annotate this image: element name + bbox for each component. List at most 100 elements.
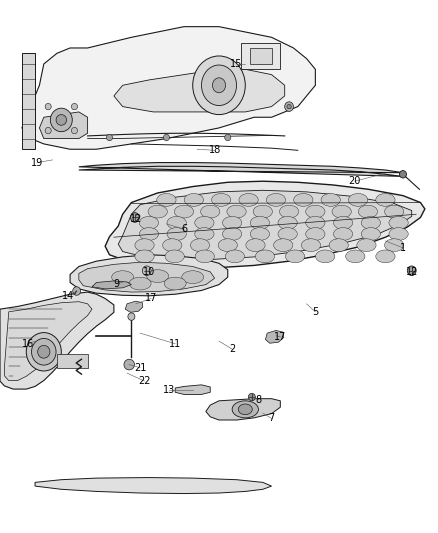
Ellipse shape bbox=[385, 239, 404, 252]
Ellipse shape bbox=[361, 216, 381, 229]
Ellipse shape bbox=[212, 193, 231, 206]
Ellipse shape bbox=[399, 171, 406, 178]
Ellipse shape bbox=[385, 205, 404, 218]
Text: 18: 18 bbox=[208, 146, 221, 155]
Ellipse shape bbox=[306, 205, 325, 218]
Ellipse shape bbox=[376, 250, 395, 263]
Ellipse shape bbox=[164, 277, 186, 290]
Ellipse shape bbox=[147, 270, 169, 282]
Ellipse shape bbox=[50, 108, 72, 132]
Ellipse shape bbox=[223, 228, 242, 240]
Ellipse shape bbox=[165, 250, 184, 263]
Polygon shape bbox=[22, 53, 35, 149]
Text: 20: 20 bbox=[349, 176, 361, 186]
Polygon shape bbox=[4, 302, 92, 381]
Ellipse shape bbox=[38, 345, 50, 358]
Polygon shape bbox=[250, 48, 272, 64]
Polygon shape bbox=[118, 190, 412, 260]
Ellipse shape bbox=[195, 250, 215, 263]
Ellipse shape bbox=[45, 127, 51, 134]
Ellipse shape bbox=[332, 205, 351, 218]
Text: 17: 17 bbox=[274, 332, 286, 342]
Ellipse shape bbox=[357, 239, 376, 252]
Ellipse shape bbox=[182, 271, 204, 284]
Ellipse shape bbox=[218, 239, 237, 252]
Polygon shape bbox=[39, 112, 88, 139]
Text: 5: 5 bbox=[312, 307, 318, 317]
Polygon shape bbox=[70, 255, 228, 296]
Ellipse shape bbox=[225, 250, 244, 263]
Ellipse shape bbox=[293, 193, 313, 206]
Ellipse shape bbox=[184, 193, 203, 206]
Ellipse shape bbox=[286, 250, 305, 263]
Ellipse shape bbox=[162, 239, 182, 252]
Ellipse shape bbox=[106, 134, 113, 141]
Ellipse shape bbox=[333, 228, 353, 240]
Ellipse shape bbox=[315, 250, 335, 263]
Text: 11: 11 bbox=[169, 339, 181, 349]
Text: 7: 7 bbox=[268, 414, 275, 423]
Ellipse shape bbox=[191, 239, 210, 252]
Ellipse shape bbox=[346, 250, 365, 263]
Ellipse shape bbox=[201, 65, 237, 106]
Text: 9: 9 bbox=[113, 279, 119, 288]
Ellipse shape bbox=[71, 127, 78, 134]
Ellipse shape bbox=[174, 205, 194, 218]
Ellipse shape bbox=[274, 239, 293, 252]
Polygon shape bbox=[241, 43, 280, 69]
Polygon shape bbox=[79, 262, 215, 292]
Ellipse shape bbox=[112, 271, 134, 284]
Polygon shape bbox=[105, 181, 425, 268]
Ellipse shape bbox=[306, 228, 325, 240]
Ellipse shape bbox=[321, 193, 340, 206]
Polygon shape bbox=[35, 478, 272, 494]
Ellipse shape bbox=[250, 228, 269, 240]
Ellipse shape bbox=[201, 205, 220, 218]
Ellipse shape bbox=[361, 228, 381, 240]
Polygon shape bbox=[57, 354, 88, 368]
Polygon shape bbox=[175, 385, 210, 394]
Ellipse shape bbox=[73, 287, 81, 295]
Polygon shape bbox=[22, 27, 315, 149]
Ellipse shape bbox=[195, 216, 214, 229]
Ellipse shape bbox=[157, 193, 176, 206]
Polygon shape bbox=[92, 281, 131, 289]
Ellipse shape bbox=[348, 193, 368, 206]
Ellipse shape bbox=[223, 216, 242, 229]
Ellipse shape bbox=[45, 103, 51, 110]
Ellipse shape bbox=[358, 205, 378, 218]
Text: 10: 10 bbox=[143, 267, 155, 277]
Ellipse shape bbox=[128, 313, 135, 320]
Polygon shape bbox=[265, 330, 284, 343]
Ellipse shape bbox=[239, 193, 258, 206]
Ellipse shape bbox=[255, 250, 275, 263]
Ellipse shape bbox=[250, 216, 269, 229]
Ellipse shape bbox=[389, 228, 408, 240]
Polygon shape bbox=[125, 301, 143, 312]
Ellipse shape bbox=[225, 134, 231, 141]
Ellipse shape bbox=[212, 78, 226, 93]
Ellipse shape bbox=[285, 102, 293, 111]
Text: 15: 15 bbox=[230, 59, 243, 69]
Text: 8: 8 bbox=[255, 395, 261, 405]
Ellipse shape bbox=[32, 338, 56, 365]
Text: 21: 21 bbox=[134, 363, 146, 373]
Ellipse shape bbox=[329, 239, 348, 252]
Text: 1: 1 bbox=[400, 243, 406, 253]
Ellipse shape bbox=[306, 216, 325, 229]
Ellipse shape bbox=[193, 56, 245, 115]
Ellipse shape bbox=[279, 205, 299, 218]
Ellipse shape bbox=[278, 216, 297, 229]
Polygon shape bbox=[114, 69, 285, 112]
Ellipse shape bbox=[248, 393, 255, 401]
Ellipse shape bbox=[227, 205, 246, 218]
Ellipse shape bbox=[71, 103, 78, 110]
Text: 17: 17 bbox=[145, 294, 157, 303]
Text: 6: 6 bbox=[181, 224, 187, 234]
Text: 12: 12 bbox=[130, 214, 142, 223]
Ellipse shape bbox=[139, 216, 159, 229]
Text: 2: 2 bbox=[229, 344, 235, 354]
Ellipse shape bbox=[163, 134, 170, 141]
Polygon shape bbox=[79, 163, 403, 176]
Ellipse shape bbox=[148, 205, 167, 218]
